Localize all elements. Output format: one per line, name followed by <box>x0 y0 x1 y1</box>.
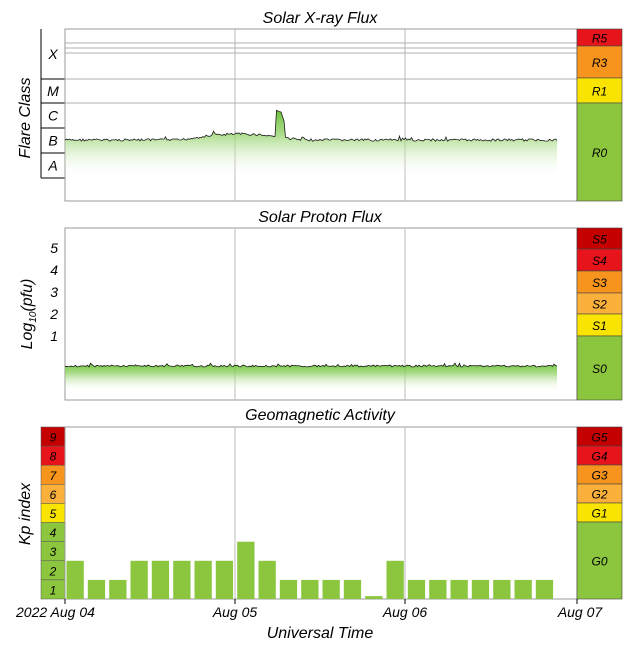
kp-bar <box>493 579 511 599</box>
kp-bar <box>173 560 191 599</box>
kp-bar <box>471 579 490 599</box>
kp-ylabel: Kp index <box>17 482 34 545</box>
kp-bar <box>450 579 468 599</box>
kp-bar <box>386 560 404 599</box>
s-scale: S5 S4 S3 S2 S1 S0 <box>576 227 623 401</box>
scale-label-r1: R1 <box>592 85 607 99</box>
proton-tick-5: 5 <box>50 240 58 256</box>
kp-bar <box>109 579 127 599</box>
kp-bar <box>258 560 276 599</box>
scale-label-g1: G1 <box>591 507 607 521</box>
xray-flux-series <box>64 109 558 178</box>
scale-cell-s0 <box>576 335 623 401</box>
xray-flux-line <box>64 109 558 142</box>
scale-label-s5: S5 <box>592 233 607 247</box>
scale-cell-r3 <box>576 45 623 79</box>
kp-bar <box>407 579 426 599</box>
time-tick-label: Aug 07 <box>557 604 604 620</box>
scale-label-s2: S2 <box>592 298 607 312</box>
kp-scale-label-6: 6 <box>50 488 57 502</box>
r-scale: R5 R3 R1 R0 <box>576 28 623 202</box>
kp-bar <box>237 541 255 599</box>
proton-tick-1: 1 <box>50 328 58 344</box>
xray-ylabel: Flare Class <box>17 78 34 159</box>
kp-bar <box>279 579 298 599</box>
kp-bar <box>215 560 234 599</box>
proton-y-ticks: 1 2 3 4 5 <box>49 240 58 344</box>
time-tick-label: Aug 06 <box>382 604 428 620</box>
kp-bar <box>301 579 319 599</box>
kp-plot-frame <box>64 426 578 600</box>
kp-bar <box>429 579 447 599</box>
kp-scale-label-9: 9 <box>50 431 57 445</box>
proton-flux-series <box>64 362 558 392</box>
proton-flux-line <box>64 362 558 368</box>
xray-title: Solar X-ray Flux <box>263 10 379 27</box>
scale-label-r0: R0 <box>592 146 608 160</box>
proton-flux-area <box>65 363 557 392</box>
proton-tick-2: 2 <box>49 306 58 322</box>
proton-ylabel: Log10(pfu) <box>19 279 39 350</box>
scale-cell-g0 <box>576 521 623 600</box>
kp-bar <box>66 560 84 599</box>
class-label-a: A <box>47 158 57 174</box>
kp-scale-label-5: 5 <box>50 507 57 521</box>
kp-bar <box>535 579 554 599</box>
kp-scale-label-1: 1 <box>50 583 57 597</box>
time-tick-label: Aug 05 <box>212 604 258 620</box>
xray-flux-area <box>65 110 557 178</box>
kp-scale-label-8: 8 <box>50 450 57 464</box>
kp-bar <box>151 560 170 599</box>
scale-label-g3: G3 <box>591 469 607 483</box>
g-scale: G5 G4 G3 G2 G1 G0 <box>576 426 623 600</box>
scale-label-s1: S1 <box>592 319 607 333</box>
kp-title: Geomagnetic Activity <box>245 407 396 424</box>
scale-cell-r1 <box>576 77 623 104</box>
scale-label-g0: G0 <box>591 555 607 569</box>
kp-bar <box>322 579 340 599</box>
scale-label-r5: R5 <box>592 32 608 46</box>
scale-label-s0: S0 <box>592 362 607 376</box>
time-axis-ticks: 2022 Aug 04 Aug 05 Aug 06 Aug 07 <box>15 599 603 620</box>
kp-bar <box>194 560 212 599</box>
kp-bar <box>365 596 383 599</box>
kp-scale-label-4: 4 <box>50 526 57 540</box>
class-label-b: B <box>48 133 57 149</box>
scale-label-g2: G2 <box>591 488 607 502</box>
kp-panel: Geomagnetic Activity Kp index 987654321 … <box>15 407 623 642</box>
scale-label-s3: S3 <box>592 276 607 290</box>
proton-tick-3: 3 <box>50 284 58 300</box>
time-axis-label: Universal Time <box>267 625 374 642</box>
scale-label-g5: G5 <box>591 431 607 445</box>
kp-grid <box>234 427 406 599</box>
kp-bar <box>343 579 362 599</box>
kp-bar <box>130 560 148 599</box>
kp-scale-label-3: 3 <box>50 545 57 559</box>
kp-left-scale: 9 8 7 6 5 4 3 2 1 <box>40 426 66 600</box>
scale-label-g4: G4 <box>591 450 607 464</box>
scale-label-r3: R3 <box>592 56 608 70</box>
kp-bars <box>66 541 554 599</box>
time-tick-label: 2022 Aug 04 <box>15 604 95 620</box>
kp-scale-label-2: 2 <box>49 564 57 578</box>
class-label-m: M <box>47 83 59 99</box>
scale-label-s4: S4 <box>592 254 607 268</box>
kp-bar <box>514 579 532 599</box>
kp-bar <box>87 579 106 599</box>
proton-title: Solar Proton Flux <box>258 209 383 226</box>
proton-tick-4: 4 <box>50 262 58 278</box>
class-label-c: C <box>48 108 59 124</box>
scale-cell-r0 <box>576 102 623 202</box>
class-label-x: X <box>47 46 58 62</box>
kp-scale-label-7: 7 <box>50 469 58 483</box>
